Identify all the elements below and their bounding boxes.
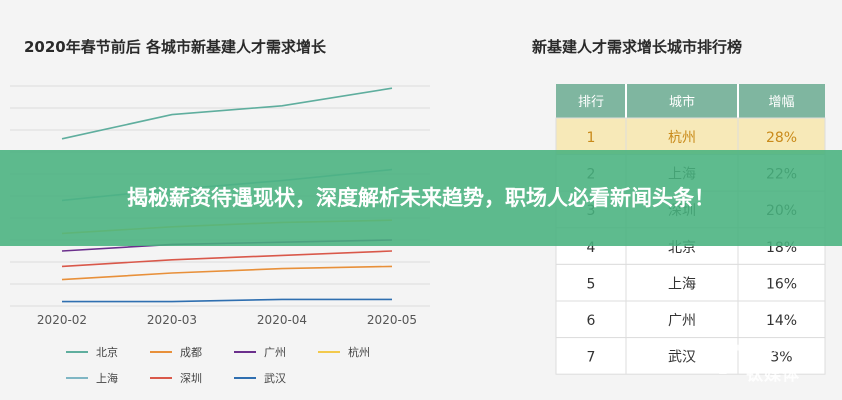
legend-label: 广州 (264, 346, 286, 359)
table-cell: 6 (587, 313, 596, 329)
table-cell: 28% (766, 130, 797, 146)
table-cell: 7 (587, 350, 596, 366)
table-row (555, 300, 826, 339)
table-cell: 5 (587, 276, 596, 292)
legend-label: 杭州 (348, 345, 370, 359)
series-line-深圳 (61, 250, 393, 268)
series-line-成都 (61, 265, 393, 281)
headline-text: 揭秘薪资待遇现状，深度解析未来趋势，职场人必看新闻头条！ (127, 186, 715, 210)
table-cell: 武汉 (668, 350, 696, 366)
legend-label: 上海 (96, 371, 118, 385)
table-header-cell: 城市 (669, 94, 695, 110)
table-cell: 杭州 (668, 130, 696, 146)
legend-label: 成都 (180, 346, 202, 359)
table-cell: 1 (587, 130, 596, 146)
table-cell: 16% (766, 276, 797, 292)
table-cell: 14% (766, 313, 797, 329)
table-cell: 3% (770, 350, 792, 366)
table-header-cell: 排行 (578, 95, 604, 110)
legend-label: 北京 (96, 345, 118, 359)
chart-title: 2020年春节前后 各城市新基建人才需求增长 (24, 38, 326, 56)
legend-label: 深圳 (180, 372, 202, 385)
table-header-cell: 增幅 (768, 95, 794, 110)
table-row (555, 117, 826, 156)
table-title: 新基建人才需求增长城市排行榜 (532, 38, 743, 56)
series-line-武汉 (62, 298, 392, 303)
table-cell: 4 (587, 240, 596, 256)
table-row (555, 337, 826, 375)
x-tick-label: 2020-02 (37, 313, 87, 327)
x-tick-label: 2020-05 (367, 313, 417, 327)
series-line-北京 (61, 87, 393, 140)
watermark-small-text: TECHPOST (768, 346, 814, 354)
watermark-letter: T (712, 338, 740, 384)
table-cell: 广州 (668, 313, 696, 329)
x-tick-label: 2020-03 (147, 313, 197, 327)
legend-label: 武汉 (264, 372, 286, 385)
x-tick-label: 2020-04 (257, 313, 307, 327)
table-row (555, 263, 826, 302)
watermark-big-text: 钛媒体 (746, 365, 800, 385)
table-cell: 上海 (668, 276, 696, 292)
headline-banner: 揭秘薪资待遇现状，深度解析未来趋势，职场人必看新闻头条！ (0, 150, 842, 246)
watermark-logo: T TECHPOST 钛媒体 (712, 336, 832, 386)
table-header-bg (556, 84, 825, 118)
